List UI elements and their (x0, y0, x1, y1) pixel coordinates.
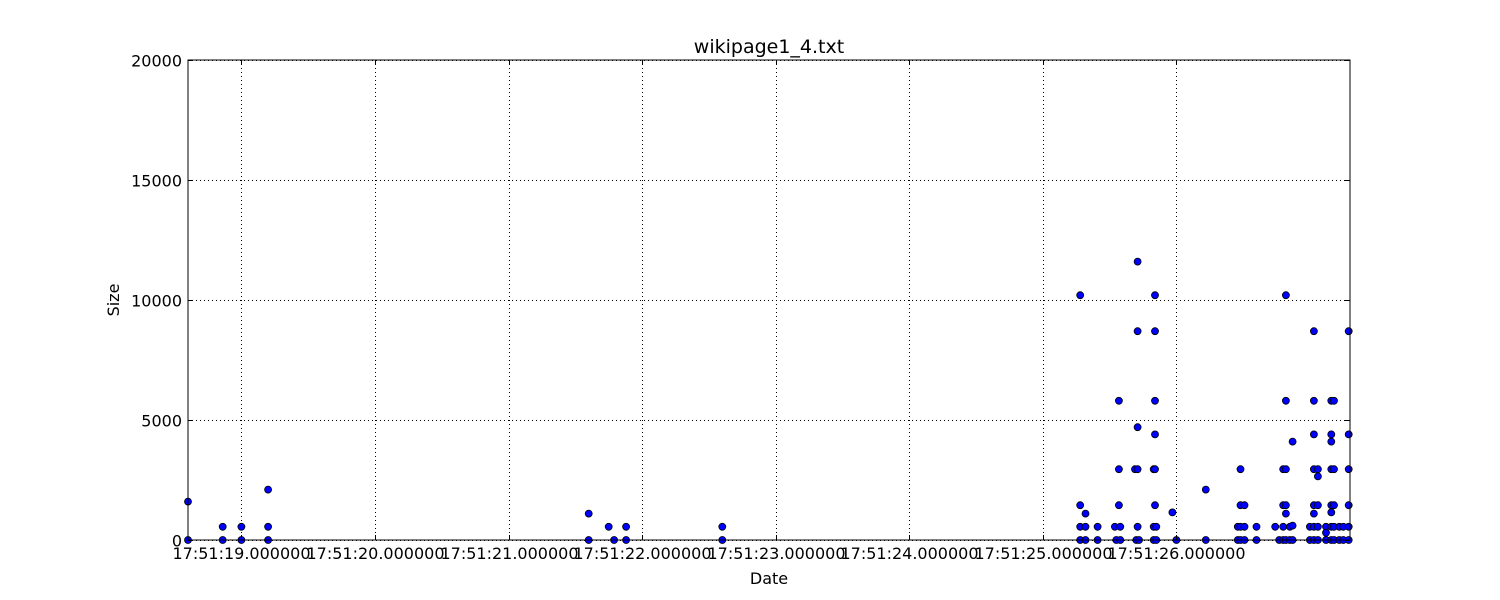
y-tick-label: 20000 (131, 52, 182, 71)
x-tick-label: 17:51:25.000000 (974, 544, 1112, 563)
data-point (1081, 522, 1090, 531)
data-point (1282, 396, 1290, 405)
y-tick-label: 15000 (131, 172, 182, 191)
data-point (1330, 501, 1338, 510)
data-point (622, 522, 630, 531)
data-point (1282, 291, 1290, 300)
data-point (1115, 396, 1123, 405)
data-point (1271, 522, 1280, 531)
data-point (1133, 327, 1142, 336)
data-point (1151, 501, 1159, 510)
x-axis-title: Date (750, 569, 788, 588)
data-point (1314, 472, 1322, 481)
y-tick-label: 5000 (141, 412, 182, 431)
data-point (1288, 437, 1297, 446)
data-point (1282, 465, 1290, 474)
x-tick-label: 17:51:21.000000 (440, 544, 578, 563)
data-point (1168, 508, 1177, 517)
chart-title: wikipage1_4.txt (694, 36, 844, 58)
data-point (584, 509, 593, 518)
data-point (1133, 522, 1142, 531)
data-point (1152, 522, 1161, 531)
data-point (1240, 501, 1249, 510)
data-point (1327, 508, 1336, 517)
y-tick-label: 0 (172, 532, 182, 551)
data-point (1076, 501, 1085, 510)
data-point (1282, 509, 1290, 518)
data-point (1282, 501, 1290, 510)
data-point (1151, 327, 1159, 336)
data-point (1344, 522, 1353, 531)
data-point (1344, 430, 1353, 439)
data-point (1151, 430, 1159, 439)
data-point (264, 522, 273, 531)
data-point (1314, 465, 1322, 474)
x-tick-label: 17:51:26.000000 (1107, 544, 1245, 563)
data-point (1288, 521, 1297, 530)
axis-ticks: 17:51:19.00000017:51:20.00000017:51:21.0… (131, 52, 1350, 563)
y-axis-title: Size (104, 284, 123, 317)
data-point (218, 522, 227, 531)
data-point (1133, 465, 1142, 474)
data-point (1151, 396, 1159, 405)
data-point (1344, 465, 1353, 474)
data-point (1327, 430, 1336, 439)
data-point (1252, 522, 1261, 531)
data-point (1344, 501, 1353, 510)
data-point (1279, 522, 1288, 531)
data-point (1314, 522, 1322, 531)
data-point (1310, 327, 1318, 336)
data-point (1151, 465, 1159, 474)
data-point (1151, 291, 1159, 300)
x-tick-label: 17:51:19.000000 (172, 544, 310, 563)
y-tick-label: 10000 (131, 292, 182, 311)
data-point (1310, 509, 1318, 518)
data-point (1133, 257, 1142, 266)
x-tick-label: 17:51:24.000000 (840, 544, 978, 563)
data-point (1116, 522, 1125, 531)
data-point (1322, 528, 1330, 537)
data-point (1115, 465, 1123, 474)
data-point (1115, 501, 1123, 510)
x-tick-label: 17:51:20.000000 (306, 544, 444, 563)
data-point (1240, 522, 1249, 531)
data-point (604, 522, 613, 531)
data-point (1081, 509, 1090, 518)
data-point (1327, 437, 1336, 446)
data-point (1076, 291, 1085, 300)
data-point (1344, 327, 1353, 336)
data-point (1201, 485, 1210, 494)
data-point (1310, 430, 1318, 439)
data-point (718, 522, 727, 531)
x-tick-label: 17:51:23.000000 (707, 544, 845, 563)
data-point (1310, 396, 1318, 405)
data-point (1330, 396, 1338, 405)
data-point (1314, 501, 1322, 510)
data-point (1236, 465, 1245, 474)
x-tick-label: 17:51:22.000000 (573, 544, 711, 563)
data-point (1093, 522, 1102, 531)
data-point (264, 485, 273, 494)
data-point (1330, 465, 1338, 474)
data-point (1133, 423, 1142, 432)
data-point (237, 522, 246, 531)
